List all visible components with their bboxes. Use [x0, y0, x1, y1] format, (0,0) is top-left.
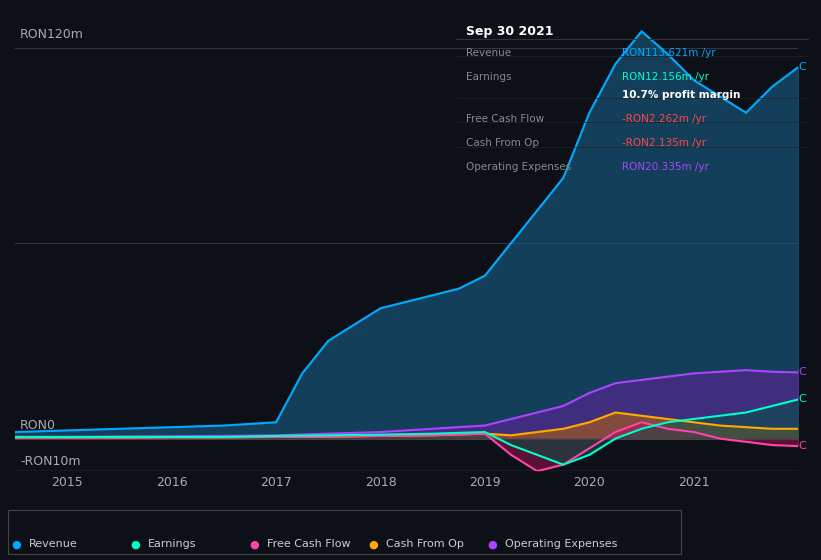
Text: -RON2.135m /yr: -RON2.135m /yr — [621, 138, 706, 148]
Text: Sep 30 2021: Sep 30 2021 — [466, 25, 553, 38]
Text: Free Cash Flow: Free Cash Flow — [466, 114, 544, 124]
Text: ●: ● — [369, 539, 378, 549]
Text: Revenue: Revenue — [466, 48, 511, 58]
Text: C: C — [798, 394, 806, 404]
Text: C: C — [798, 441, 806, 451]
Text: -RON2.262m /yr: -RON2.262m /yr — [621, 114, 706, 124]
Text: Cash From Op: Cash From Op — [386, 539, 464, 549]
Text: ●: ● — [488, 539, 498, 549]
Text: RON0: RON0 — [21, 419, 56, 432]
Text: RON120m: RON120m — [21, 28, 84, 41]
Text: Earnings: Earnings — [466, 72, 511, 82]
Text: Revenue: Revenue — [29, 539, 77, 549]
Text: ●: ● — [250, 539, 259, 549]
Text: Operating Expenses: Operating Expenses — [466, 162, 571, 172]
Text: ●: ● — [131, 539, 140, 549]
Text: RON20.335m /yr: RON20.335m /yr — [621, 162, 709, 172]
Text: RON113.621m /yr: RON113.621m /yr — [621, 48, 715, 58]
Text: Free Cash Flow: Free Cash Flow — [267, 539, 351, 549]
Text: Earnings: Earnings — [148, 539, 196, 549]
Text: Cash From Op: Cash From Op — [466, 138, 539, 148]
Text: RON12.156m /yr: RON12.156m /yr — [621, 72, 709, 82]
Text: -RON10m: -RON10m — [21, 455, 80, 468]
Text: C: C — [798, 367, 806, 377]
Text: 10.7% profit margin: 10.7% profit margin — [621, 90, 740, 100]
Text: ●: ● — [11, 539, 21, 549]
Text: C: C — [798, 62, 806, 72]
Text: Operating Expenses: Operating Expenses — [505, 539, 617, 549]
